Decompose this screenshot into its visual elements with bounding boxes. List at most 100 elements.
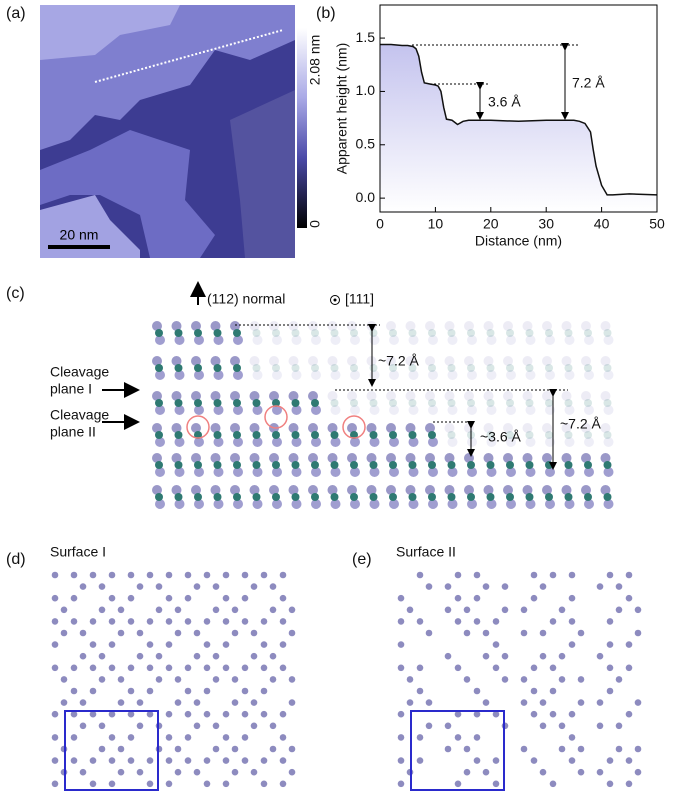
- atom: [128, 618, 135, 625]
- atom: [370, 364, 378, 372]
- atom: [137, 723, 144, 730]
- atom: [398, 641, 405, 648]
- atom: [272, 431, 280, 439]
- atom: [280, 711, 287, 718]
- atom: [80, 723, 87, 730]
- atom: [597, 723, 604, 730]
- x-tick-label: 40: [594, 216, 610, 232]
- atom: [578, 676, 585, 683]
- atom: [118, 699, 125, 706]
- atom: [52, 595, 59, 602]
- atom: [604, 364, 612, 372]
- atom: [214, 493, 222, 501]
- atom: [251, 723, 258, 730]
- atom: [156, 607, 163, 614]
- atom: [128, 688, 135, 695]
- atom: [584, 493, 592, 501]
- unit-cell: [65, 711, 158, 790]
- atom: [428, 493, 436, 501]
- atom: [331, 329, 339, 337]
- atom: [493, 781, 500, 788]
- atom: [185, 572, 192, 579]
- atom: [559, 607, 566, 614]
- step-label: ~7.2 Å: [560, 416, 602, 432]
- atom: [607, 618, 614, 625]
- atom: [448, 431, 456, 439]
- atom: [52, 618, 59, 625]
- atom: [242, 572, 249, 579]
- annotation: 3.6 Å: [488, 94, 521, 110]
- atom: [407, 607, 414, 614]
- atom: [448, 364, 456, 372]
- x-tick-label: 0: [376, 216, 384, 232]
- atom: [166, 781, 173, 788]
- atom: [578, 769, 585, 776]
- atom: [52, 641, 59, 648]
- atom: [428, 431, 436, 439]
- atom: [467, 461, 475, 469]
- atom: [52, 757, 59, 764]
- atom: [550, 781, 557, 788]
- atom: [445, 607, 452, 614]
- atom: [118, 769, 125, 776]
- atom: [175, 493, 183, 501]
- atom: [232, 630, 239, 637]
- atom: [626, 572, 633, 579]
- atom: [311, 399, 319, 407]
- atom: [272, 493, 280, 501]
- y-tick-label: 0.0: [356, 189, 376, 205]
- atom: [118, 676, 125, 683]
- atom: [137, 769, 144, 776]
- atom: [635, 699, 642, 706]
- atom: [194, 769, 201, 776]
- atom: [80, 583, 87, 590]
- atom: [604, 461, 612, 469]
- direction-label: [111]: [345, 291, 374, 307]
- atom: [242, 618, 249, 625]
- atom: [213, 653, 220, 660]
- atom: [635, 607, 642, 614]
- atom: [483, 630, 490, 637]
- atom: [280, 618, 287, 625]
- atom: [467, 399, 475, 407]
- atom: [455, 572, 462, 579]
- atom: [292, 493, 300, 501]
- atom: [166, 711, 173, 718]
- atom: [194, 583, 201, 590]
- atom: [251, 583, 258, 590]
- atom: [242, 734, 249, 741]
- atom: [204, 711, 211, 718]
- atom: [292, 461, 300, 469]
- atom: [175, 630, 182, 637]
- atom: [502, 607, 509, 614]
- atom: [99, 583, 106, 590]
- atom: [214, 364, 222, 372]
- colorbar-max: 2.08 nm: [307, 35, 323, 86]
- atom: [569, 711, 576, 718]
- atom: [261, 688, 268, 695]
- atom: [526, 329, 534, 337]
- atom: [253, 461, 261, 469]
- atom: [445, 746, 452, 753]
- atom: [565, 399, 573, 407]
- atom: [464, 769, 471, 776]
- atom: [166, 757, 173, 764]
- atom: [261, 572, 268, 579]
- atom: [597, 583, 604, 590]
- atom: [569, 757, 576, 764]
- atom: [292, 431, 300, 439]
- atom: [90, 618, 97, 625]
- atom: [80, 653, 87, 660]
- atom: [526, 399, 534, 407]
- atom: [109, 641, 116, 648]
- atom: [261, 711, 268, 718]
- atom: [194, 493, 202, 501]
- atom: [389, 461, 397, 469]
- atom: [569, 641, 576, 648]
- atom: [417, 665, 424, 672]
- atom: [223, 711, 230, 718]
- atom: [242, 757, 249, 764]
- atom: [204, 665, 211, 672]
- atom: [223, 757, 230, 764]
- atom: [584, 399, 592, 407]
